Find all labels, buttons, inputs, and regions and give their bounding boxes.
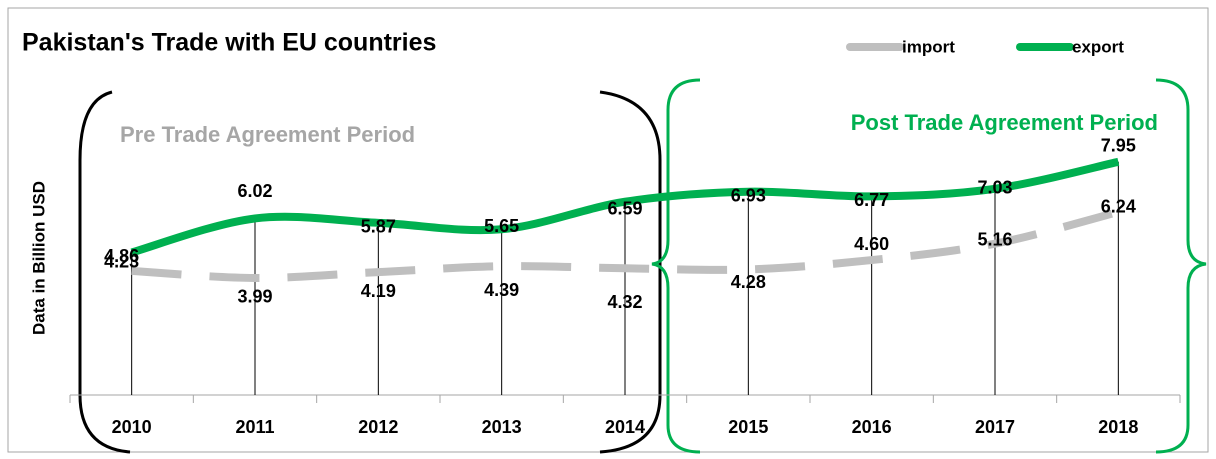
- bracket: [78, 90, 131, 454]
- data-label: 4.32: [607, 292, 642, 312]
- x-tick-label: 2012: [358, 417, 398, 437]
- data-label: 6.77: [854, 190, 889, 210]
- data-label: 4.23: [104, 252, 139, 272]
- x-tick-label: 2016: [852, 417, 892, 437]
- data-label: 7.95: [1101, 136, 1136, 156]
- data-label: 3.99: [237, 287, 272, 307]
- data-label: 5.87: [361, 217, 396, 237]
- brace: [1155, 78, 1207, 454]
- x-tick-label: 2011: [235, 417, 274, 437]
- data-label: 4.39: [484, 280, 519, 300]
- annotation: Post Trade Agreement Period: [851, 110, 1158, 135]
- legend-label: import: [902, 37, 955, 56]
- x-tick-label: 2018: [1098, 417, 1138, 437]
- data-label: 5.65: [484, 216, 519, 236]
- data-label: 5.16: [977, 229, 1012, 249]
- x-tick-label: 2013: [482, 417, 522, 437]
- annotation: Pre Trade Agreement Period: [120, 122, 415, 147]
- data-label: 7.03: [977, 178, 1012, 198]
- y-axis-label: Data in Billion USD: [29, 181, 48, 335]
- data-label: 4.19: [361, 281, 396, 301]
- data-label: 4.60: [854, 234, 889, 254]
- chart-title: Pakistan's Trade with EU countries: [22, 29, 436, 57]
- x-tick-label: 2014: [605, 417, 645, 437]
- series-line: [131, 208, 1120, 282]
- x-tick-label: 2017: [975, 417, 1015, 437]
- frame: [7, 7, 1209, 453]
- x-tick-label: 2015: [728, 417, 768, 437]
- data-label: 4.86: [104, 246, 139, 266]
- brace: [651, 78, 701, 454]
- data-label: 6.02: [237, 181, 272, 201]
- bracket: [599, 90, 662, 454]
- series-line: [130, 157, 1120, 257]
- data-label: 6.59: [607, 198, 642, 218]
- data-label: 4.28: [731, 272, 766, 292]
- x-tick-label: 2010: [112, 417, 152, 437]
- data-label: 6.93: [731, 185, 766, 205]
- data-label: 6.24: [1101, 197, 1136, 217]
- legend-label: export: [1072, 37, 1124, 56]
